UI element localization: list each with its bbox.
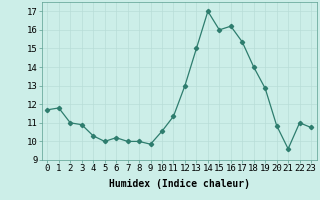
X-axis label: Humidex (Indice chaleur): Humidex (Indice chaleur)	[109, 179, 250, 189]
